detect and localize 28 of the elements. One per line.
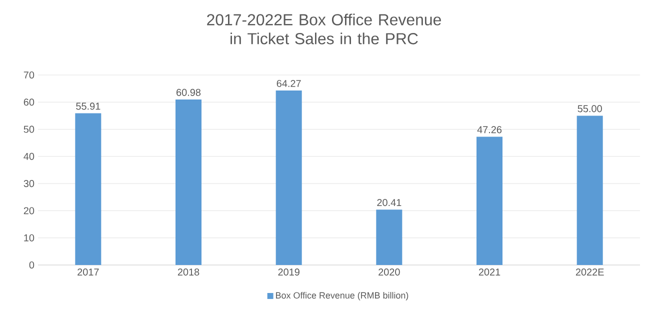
y-tick-label: 50 — [24, 126, 34, 133]
bar — [276, 90, 302, 265]
bar — [576, 116, 603, 265]
x-tick-label: 2019 — [278, 268, 300, 276]
data-label: 64.27 — [276, 80, 301, 88]
y-tick-label: 60 — [24, 98, 34, 106]
y-tick-label: 20 — [24, 207, 34, 214]
data-label: 47.26 — [477, 126, 502, 134]
x-tick-label: 2020 — [378, 268, 400, 276]
x-tick-label: 2021 — [478, 268, 500, 276]
data-label: 60.98 — [176, 88, 201, 96]
bar — [176, 99, 202, 265]
legend-label: Box Office Revenue (RMB billion) — [276, 292, 408, 300]
bar — [75, 113, 102, 265]
x-tick-label: 2022E — [576, 268, 604, 276]
x-tick-label: 2018 — [178, 268, 200, 276]
y-tick-label: 30 — [24, 180, 34, 188]
chart-title: 2017-2022E Box Office Revenue in Ticket Sales in the PRC — [207, 14, 441, 44]
y-tick-label: 40 — [24, 152, 34, 160]
data-label: 55.91 — [76, 102, 100, 110]
data-label: 20.41 — [377, 199, 402, 206]
y-tick-label: 70 — [24, 71, 34, 79]
bar — [376, 210, 402, 265]
bar — [476, 136, 503, 265]
data-label: 55.00 — [578, 105, 602, 112]
x-tick-label: 2017 — [78, 268, 99, 276]
y-tick-label: 0 — [29, 261, 34, 269]
y-tick-label: 10 — [24, 234, 34, 242]
